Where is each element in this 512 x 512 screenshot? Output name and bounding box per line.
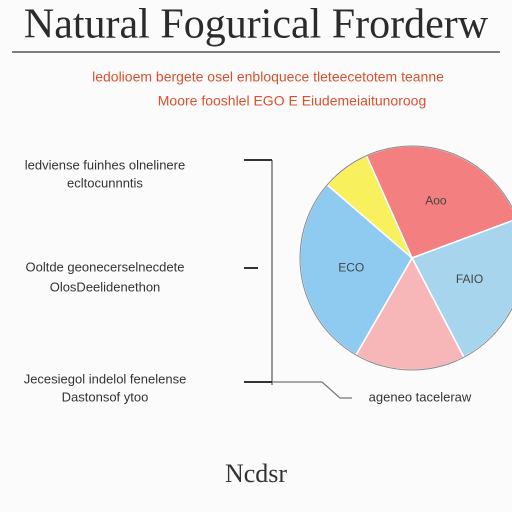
pie: Aoo FAIO ECO xyxy=(299,145,512,371)
annotations: ledviense fuinhes olnelinere ecltocunnnti… xyxy=(24,157,187,404)
chart-title: Natural Fogurical Frorderw xyxy=(24,2,489,48)
annotation: Dastonsof ytoo xyxy=(62,389,149,404)
callout: ageneo taceleraw xyxy=(369,389,472,404)
callout-line xyxy=(272,381,352,399)
subtitle: Moore fooshlel EGO E Eiudemeiaitunoroog xyxy=(158,93,426,109)
slice-label: FAIO xyxy=(456,272,483,286)
footer: Ncdsr xyxy=(225,459,287,488)
pie-outline xyxy=(299,145,512,371)
annotation: ecltocunnntis xyxy=(67,175,143,190)
annotation: Jecesiegol indelol fenelense xyxy=(24,371,187,386)
annotation: ledviense fuinhes olnelinere xyxy=(25,157,185,172)
subtitle: ledolioem bergete osel enbloquece tletee… xyxy=(92,69,444,85)
slice-label: Aoo xyxy=(425,193,447,207)
annotation: OlosDeelidenethon xyxy=(50,279,161,294)
annotation: Ooltde geonecerselnecdete xyxy=(25,259,184,274)
slice-label: ECO xyxy=(338,260,364,274)
